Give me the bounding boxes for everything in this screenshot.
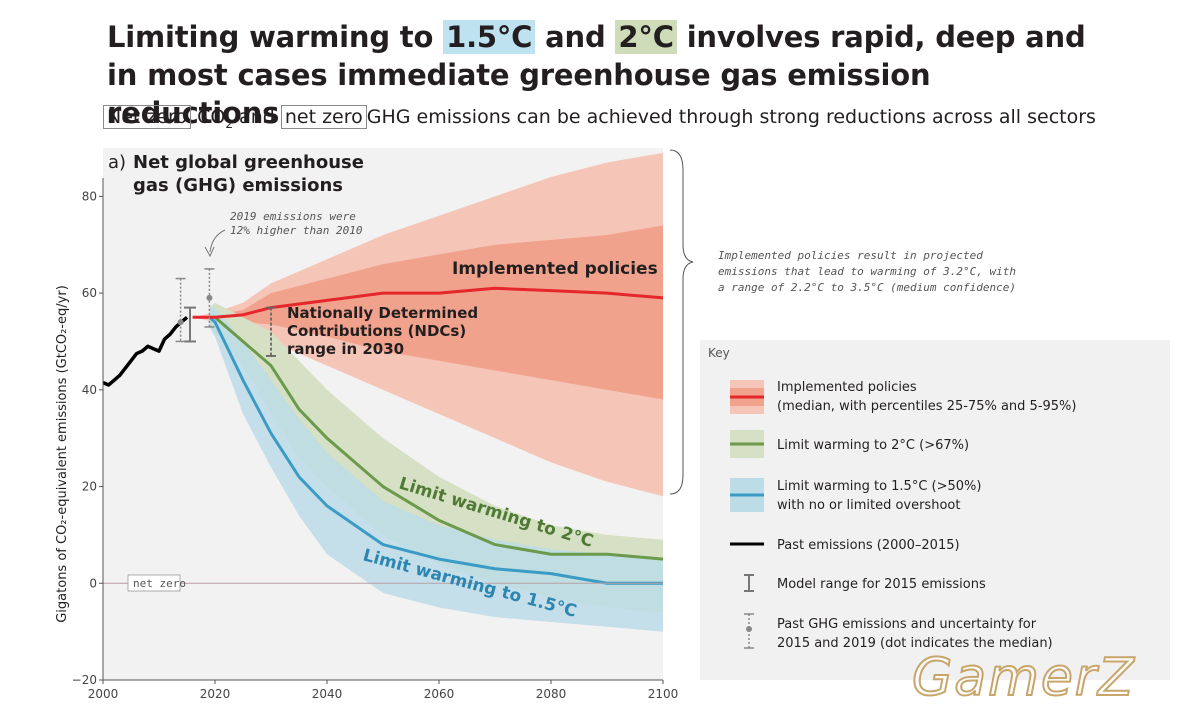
legend-item-implemented-line2: (median, with percentiles 25-75% and 5-9… — [777, 399, 1076, 414]
y-tick-label-40: 40 — [82, 383, 97, 397]
annotation-2019-line1: 2019 emissions were — [230, 210, 356, 223]
past-emissions-line — [103, 315, 189, 387]
legend-title: Key — [708, 346, 730, 360]
legend-item-uncertainty-line1: Past GHG emissions and uncertainty for — [777, 617, 1037, 632]
implemented-median-line — [192, 286, 663, 319]
subtitle: Net zero CO2 and net zero GHG emissions c… — [103, 105, 1163, 131]
panel-letter: a) — [108, 152, 126, 173]
net-zero-box-1: Net zero — [103, 105, 192, 129]
limit-2c-band — [209, 302, 663, 613]
limit-15c-band — [209, 307, 663, 632]
legend-item-15c-line2: with no or limited overshoot — [777, 498, 960, 513]
limit-15c-median-line — [208, 316, 663, 585]
legend-item-model-range: Model range for 2015 emissions — [777, 577, 986, 592]
watermark-logo: GamerZ — [911, 647, 1136, 709]
title-highlight-2c: 2°C — [615, 20, 677, 54]
legend-item-implemented-line1: Implemented policies — [777, 380, 917, 395]
x-tick-label-2100: 2100 — [648, 687, 679, 701]
title-text: Limiting warming to — [107, 20, 444, 54]
y-tick-label-60: 60 — [82, 286, 97, 300]
implemented-25-75-band — [192, 225, 663, 400]
annotation-2019-arrowhead — [204, 246, 215, 258]
brace-note-line2: emissions that lead to warming of 3.2°C,… — [718, 265, 1016, 278]
annotation-2019-arrow — [209, 229, 226, 253]
series-layer — [103, 152, 663, 632]
main-title: Limiting warming to 1.5°C and 2°C involv… — [107, 18, 1107, 132]
y-tick-label-0: 0 — [89, 576, 97, 590]
y-axis-label: Gigatons of CO₂-equivalent emissions (Gt… — [55, 285, 70, 623]
net-zero-box-2: net zero — [280, 105, 367, 129]
subtitle-and: and — [239, 106, 275, 128]
x-tick-label-2060: 2060 — [424, 687, 455, 701]
subtitle-rest: GHG emissions can be achieved through st… — [366, 106, 1096, 128]
axes-layer: 2000 2020 2040 2060 2080 2100−20020406080Giga… — [55, 178, 678, 701]
ndc-label-line2: Contributions (NDCs) — [287, 322, 466, 340]
implemented-range-brace — [669, 149, 694, 495]
past-uncertainty-dot-2019 — [206, 294, 213, 301]
co2-subscript: 2 — [225, 116, 233, 131]
title-text-end: involves rapid, deep and — [676, 20, 1086, 54]
legend-item-2c: Limit warming to 2°C (>67%) — [777, 438, 969, 453]
panel-title-line2: gas (GHG) emissions — [133, 175, 343, 196]
title-highlight-1p5: 1.5°C — [443, 20, 536, 54]
ndc-label-line3: range in 2030 — [287, 340, 404, 358]
title-text-and: and — [535, 20, 616, 54]
x-tick-label-2040: 2040 — [312, 687, 343, 701]
panel-title-line1: Net global greenhouse — [133, 152, 364, 173]
legend-item-uncertainty-line2: 2015 and 2019 (dot indicates the median) — [777, 636, 1053, 651]
title-line-2: in most cases immediate greenhouse gas e… — [107, 58, 931, 130]
implemented-policies-label: Implemented policies — [452, 259, 658, 279]
x-tick-label-2080: 2080 — [536, 687, 567, 701]
net-zero-tag — [127, 574, 181, 592]
y-tick-label-80: 80 — [82, 189, 97, 203]
ndc-label-line1: Nationally Determined — [287, 304, 478, 322]
limit-2c-median-line — [209, 315, 663, 561]
legend-item-15c-line1: Limit warming to 1.5°C (>50%) — [777, 479, 981, 494]
net-zero-label: net zero — [133, 577, 186, 590]
co2-text: CO — [197, 106, 226, 128]
x-tick-label-2000: 2000 — [88, 687, 119, 701]
legend-uncertainty-dot — [746, 626, 752, 632]
y-tick-label-20: 20 — [82, 480, 97, 494]
annotation-2019-line2: 12% higher than 2010 — [230, 224, 363, 237]
legend-item-past: Past emissions (2000–2015) — [777, 538, 960, 553]
brace-note-line1: Implemented policies result in projected — [718, 249, 983, 262]
legend-background — [700, 340, 1170, 680]
past-uncertainty-dot-2016 — [177, 319, 184, 326]
x-tick-label-2020: 2020 — [200, 687, 231, 701]
y-tick-label--20: −20 — [72, 673, 97, 687]
brace-note-line3: a range of 2.2°C to 3.5°C (medium confid… — [718, 281, 1016, 294]
legend-key: Key Implemented policies (median, with p… — [700, 340, 1170, 680]
